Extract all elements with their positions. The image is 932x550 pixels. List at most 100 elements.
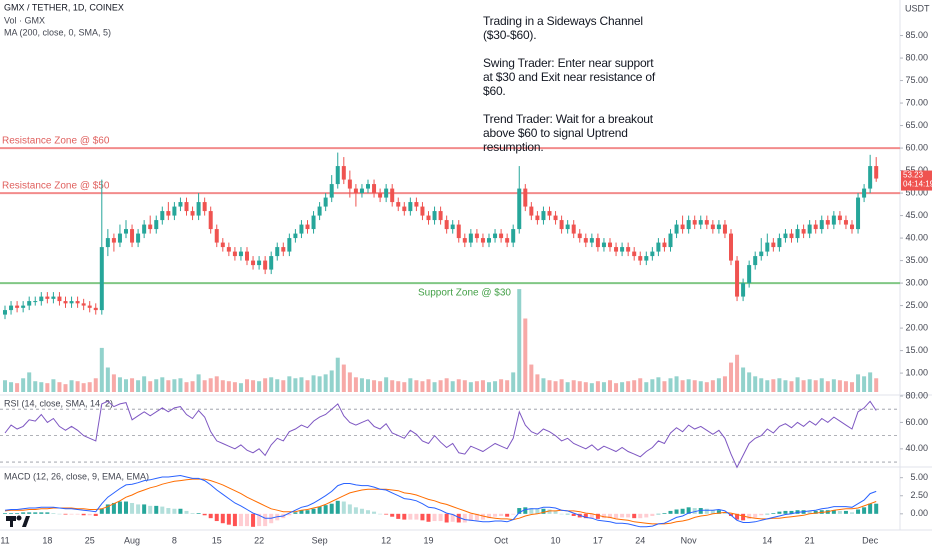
volume-bar [601, 382, 606, 392]
candle-body [668, 233, 673, 248]
macd-histogram-bar [656, 513, 661, 515]
volume-bar [220, 380, 225, 392]
macd-histogram-bar [39, 512, 44, 514]
macd-histogram-bar [45, 512, 50, 514]
candle-body [366, 184, 370, 189]
candle-body [656, 242, 661, 252]
y-tick-label: 50.00 [905, 187, 928, 197]
x-tick-label: 10 [551, 535, 561, 545]
volume-bar [426, 379, 431, 392]
candle-body [190, 211, 195, 216]
macd-histogram-bar [704, 508, 709, 514]
volume-bar [111, 374, 116, 392]
macd-histogram-bar [148, 505, 153, 514]
macd-histogram-bar [614, 513, 619, 519]
volume-bar [311, 375, 316, 392]
macd-histogram-bar [807, 510, 812, 514]
macd-histogram-bar [741, 513, 746, 521]
volume-bar [456, 379, 461, 392]
candle-body [353, 188, 358, 194]
volume-bar [293, 378, 298, 392]
x-tick-label: 21 [805, 535, 815, 545]
macd-histogram-bar [710, 510, 715, 514]
volume-bar [535, 374, 540, 392]
macd-histogram-bar [856, 509, 861, 514]
volume-bar [662, 381, 667, 392]
volume-bar [668, 378, 673, 392]
candle-body [335, 166, 340, 185]
volume-bar [341, 364, 346, 392]
annotation-line: Swing Trader: Enter near support at $30 … [483, 56, 655, 98]
macd-histogram-bar [57, 513, 62, 515]
volume-bar [862, 376, 867, 392]
macd-histogram-bar [529, 508, 534, 514]
volume-bar [698, 381, 703, 392]
candle-body [287, 238, 292, 252]
x-tick-label: Dec [862, 535, 879, 545]
macd-histogram-bar [571, 513, 576, 516]
y-tick-label: 60.00 [905, 417, 928, 427]
last-price-box [901, 170, 932, 191]
candle-body [747, 265, 752, 284]
macd-histogram-bar [831, 510, 836, 514]
candle-body [759, 251, 764, 257]
candle-body [831, 215, 836, 225]
macd-histogram-bar [27, 512, 32, 514]
volume-bar [765, 380, 770, 392]
candle-body [710, 224, 715, 230]
candle-body [626, 247, 631, 252]
volume-bar [148, 381, 153, 392]
volume-bar [771, 379, 776, 392]
macd-histogram-bar [777, 511, 782, 514]
candle-body [57, 296, 62, 302]
volume-bar [45, 383, 50, 392]
macd-histogram-bar [390, 513, 395, 517]
macd-histogram-bar [384, 513, 389, 515]
macd-histogram-bar [753, 513, 758, 518]
macd-histogram-bar [396, 513, 401, 519]
x-tick-label: 24 [635, 535, 645, 545]
candle-body [722, 224, 727, 234]
macd-histogram-bar [202, 513, 207, 516]
volume-bar [487, 382, 491, 392]
volume-bar [837, 380, 842, 392]
macd-histogram-bar [874, 503, 879, 514]
volume-bar [511, 372, 516, 392]
candle-body [801, 229, 806, 234]
macd-histogram-bar [317, 506, 322, 514]
volume-bar [384, 377, 389, 392]
macd-histogram-bar [111, 502, 116, 514]
macd-histogram-bar [75, 513, 80, 515]
volume-bar [390, 380, 395, 392]
volume-bar [208, 378, 213, 392]
volume-bar [335, 357, 340, 392]
macd-histogram-bar [105, 504, 110, 514]
volume-bar [868, 372, 873, 392]
y-tick-label: 30.00 [905, 277, 928, 287]
candle-body [825, 220, 830, 225]
candle-body [21, 305, 26, 308]
y-tick-label: 60.00 [905, 142, 928, 152]
x-tick-label: 25 [85, 535, 95, 545]
volume-bar [692, 380, 697, 392]
volume-bar [214, 376, 219, 392]
volume-bar [813, 380, 818, 392]
candle-body [474, 233, 479, 239]
candle-body [565, 224, 570, 230]
candle-body [608, 242, 612, 248]
volume-bar [105, 367, 110, 392]
volume-bar [874, 378, 879, 392]
volume-bar [632, 380, 637, 392]
candle-body [27, 301, 32, 306]
volume-bar [493, 381, 498, 392]
macd-histogram-bar [517, 508, 522, 514]
candle-body [251, 260, 256, 266]
volume-bar [196, 374, 201, 392]
volume-bar [499, 379, 504, 392]
x-tick-label: Oct [494, 535, 509, 545]
macd-histogram-bar [172, 508, 177, 514]
candle-body [595, 238, 600, 248]
